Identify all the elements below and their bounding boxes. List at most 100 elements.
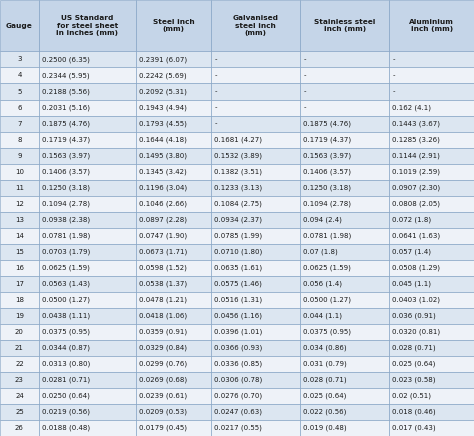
Bar: [211, 340, 300, 356]
Bar: [300, 148, 389, 164]
Bar: [136, 212, 211, 228]
Text: 20: 20: [15, 329, 24, 335]
Bar: [389, 340, 474, 356]
Text: 0.1719 (4.37): 0.1719 (4.37): [42, 136, 91, 143]
Text: 11: 11: [15, 184, 24, 191]
Bar: [136, 68, 211, 84]
Text: 0.1719 (4.37): 0.1719 (4.37): [303, 136, 352, 143]
Bar: [0, 164, 39, 180]
Text: 0.02 (0.51): 0.02 (0.51): [392, 393, 431, 399]
Text: -: -: [214, 120, 217, 126]
Bar: [211, 51, 300, 68]
Bar: [136, 84, 211, 99]
Text: 14: 14: [15, 233, 24, 239]
Bar: [136, 340, 211, 356]
Bar: [136, 196, 211, 212]
Text: 0.0418 (1.06): 0.0418 (1.06): [139, 313, 188, 319]
Text: 0.2500 (6.35): 0.2500 (6.35): [42, 56, 90, 63]
Text: 0.056 (1.4): 0.056 (1.4): [303, 280, 342, 287]
Text: 0.1084 (2.75): 0.1084 (2.75): [214, 201, 262, 207]
Bar: [300, 356, 389, 372]
Bar: [389, 132, 474, 147]
Text: 0.1094 (2.78): 0.1094 (2.78): [42, 201, 90, 207]
Text: 0.0625 (1.59): 0.0625 (1.59): [42, 265, 90, 271]
Bar: [389, 324, 474, 340]
Text: 0.0313 (0.80): 0.0313 (0.80): [42, 361, 91, 367]
Bar: [300, 212, 389, 228]
Text: 0.2031 (5.16): 0.2031 (5.16): [42, 104, 90, 111]
Bar: [39, 324, 136, 340]
Text: 0.1019 (2.59): 0.1019 (2.59): [392, 168, 440, 175]
Text: -: -: [214, 72, 217, 78]
Text: 0.028 (0.71): 0.028 (0.71): [303, 377, 347, 383]
Bar: [389, 0, 474, 51]
Text: 0.0500 (1.27): 0.0500 (1.27): [303, 296, 351, 303]
Text: -: -: [392, 56, 395, 62]
Bar: [389, 292, 474, 308]
Bar: [211, 356, 300, 372]
Text: 0.1250 (3.18): 0.1250 (3.18): [303, 184, 351, 191]
Bar: [136, 324, 211, 340]
Bar: [0, 51, 39, 68]
Bar: [39, 260, 136, 276]
Bar: [389, 84, 474, 99]
Bar: [0, 244, 39, 260]
Text: -: -: [303, 89, 306, 95]
Bar: [389, 308, 474, 324]
Text: 10: 10: [15, 169, 24, 175]
Bar: [39, 404, 136, 420]
Text: Aluminium
inch (mm): Aluminium inch (mm): [409, 19, 454, 32]
Text: US Standard
for steel sheet
in inches (mm): US Standard for steel sheet in inches (m…: [56, 15, 118, 36]
Bar: [211, 212, 300, 228]
Bar: [211, 388, 300, 404]
Text: 18: 18: [15, 297, 24, 303]
Text: 0.0934 (2.37): 0.0934 (2.37): [214, 216, 262, 223]
Text: 0.0239 (0.61): 0.0239 (0.61): [139, 393, 188, 399]
Text: 0.0938 (2.38): 0.0938 (2.38): [42, 216, 91, 223]
Bar: [389, 164, 474, 180]
Text: 0.0269 (0.68): 0.0269 (0.68): [139, 377, 188, 383]
Text: 0.0781 (1.98): 0.0781 (1.98): [42, 232, 91, 239]
Bar: [389, 388, 474, 404]
Text: 0.0785 (1.99): 0.0785 (1.99): [214, 232, 263, 239]
Text: -: -: [214, 105, 217, 111]
Bar: [39, 276, 136, 292]
Text: 0.1532 (3.89): 0.1532 (3.89): [214, 152, 262, 159]
Text: 7: 7: [17, 120, 22, 126]
Bar: [211, 404, 300, 420]
Bar: [136, 420, 211, 436]
Bar: [389, 276, 474, 292]
Bar: [389, 228, 474, 244]
Text: -: -: [392, 89, 395, 95]
Bar: [300, 0, 389, 51]
Bar: [211, 292, 300, 308]
Bar: [39, 212, 136, 228]
Text: 0.1943 (4.94): 0.1943 (4.94): [139, 104, 187, 111]
Bar: [300, 276, 389, 292]
Text: 0.0625 (1.59): 0.0625 (1.59): [303, 265, 351, 271]
Bar: [300, 132, 389, 147]
Bar: [39, 372, 136, 388]
Text: 0.0635 (1.61): 0.0635 (1.61): [214, 265, 263, 271]
Bar: [300, 420, 389, 436]
Text: 0.0673 (1.71): 0.0673 (1.71): [139, 249, 188, 255]
Text: 0.1196 (3.04): 0.1196 (3.04): [139, 184, 188, 191]
Bar: [211, 308, 300, 324]
Bar: [136, 51, 211, 68]
Text: 0.1094 (2.78): 0.1094 (2.78): [303, 201, 351, 207]
Text: 0.0336 (0.85): 0.0336 (0.85): [214, 361, 263, 367]
Bar: [389, 51, 474, 68]
Bar: [0, 388, 39, 404]
Text: 0.034 (0.86): 0.034 (0.86): [303, 344, 347, 351]
Bar: [211, 228, 300, 244]
Text: 0.0276 (0.70): 0.0276 (0.70): [214, 393, 263, 399]
Bar: [136, 228, 211, 244]
Text: 0.0747 (1.90): 0.0747 (1.90): [139, 232, 188, 239]
Bar: [300, 404, 389, 420]
Text: 0.023 (0.58): 0.023 (0.58): [392, 377, 436, 383]
Text: 0.1875 (4.76): 0.1875 (4.76): [42, 120, 90, 127]
Text: 0.0217 (0.55): 0.0217 (0.55): [214, 425, 262, 431]
Text: 0.044 (1.1): 0.044 (1.1): [303, 313, 342, 319]
Text: 0.1406 (3.57): 0.1406 (3.57): [42, 168, 90, 175]
Bar: [389, 196, 474, 212]
